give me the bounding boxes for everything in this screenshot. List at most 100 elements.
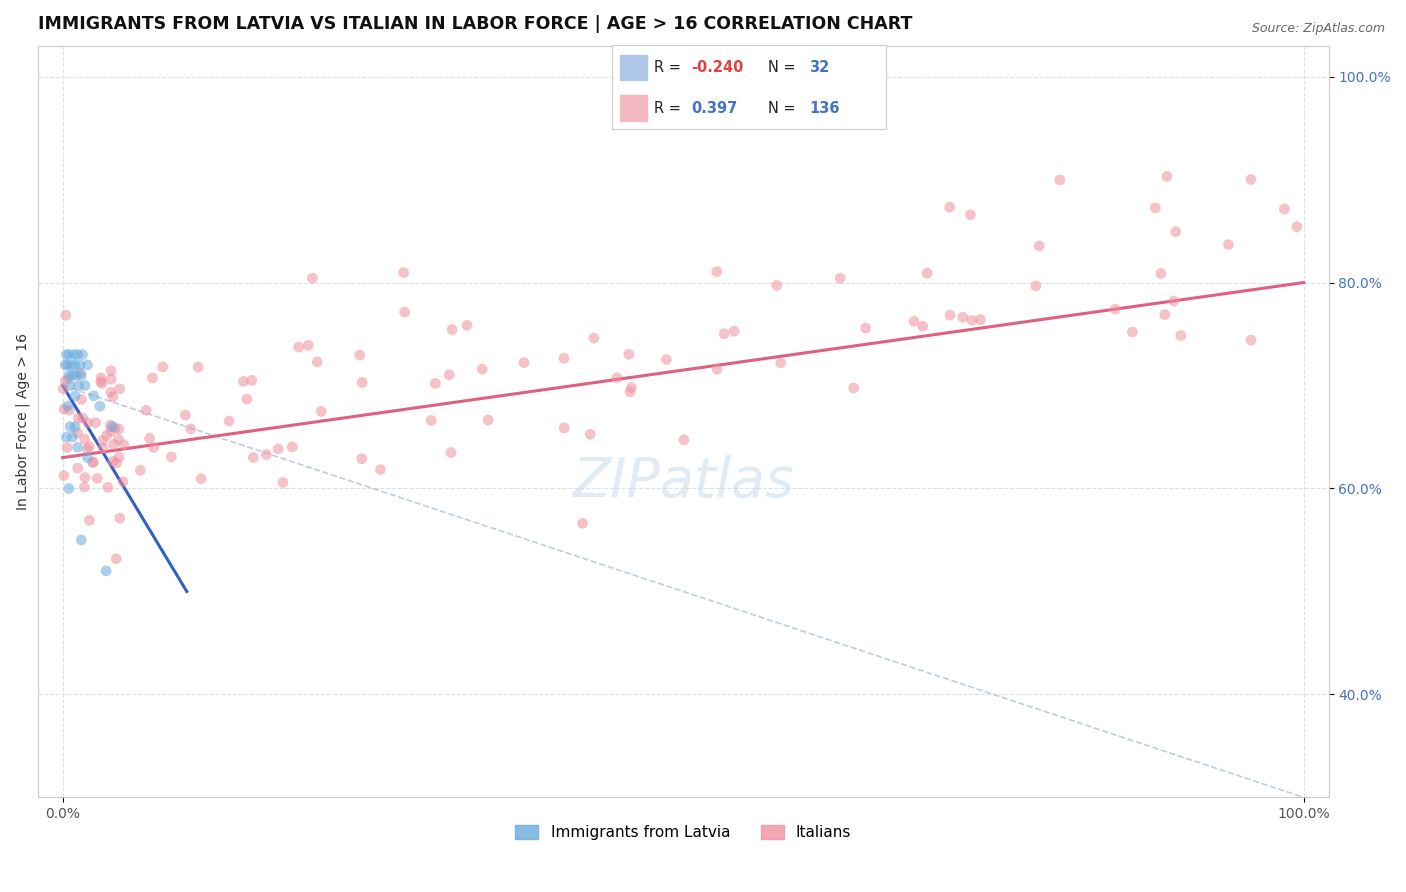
Point (952, 310, 974, 325)
Point (69, 358, 91, 372)
Point (107, 433, 129, 447)
Legend: Immigrants from Latvia, Italians: Immigrants from Latvia, Italians (509, 819, 858, 847)
Point (1170, 328, 1192, 343)
Point (911, 319, 934, 334)
Point (58, 372, 80, 386)
Point (842, 381, 865, 395)
Point (1240, 333, 1263, 347)
Point (91, 376, 114, 391)
Text: Source: ZipAtlas.com: Source: ZipAtlas.com (1251, 22, 1385, 36)
Point (938, 200, 960, 214)
Point (101, 390, 124, 404)
Point (441, 322, 464, 336)
Point (135, 403, 157, 417)
Point (141, 371, 163, 385)
Point (108, 511, 131, 525)
Point (1104, 302, 1126, 317)
Point (152, 359, 174, 374)
Point (440, 445, 463, 459)
Point (420, 413, 443, 427)
Point (73, 470, 96, 484)
Point (959, 208, 981, 222)
Point (349, 348, 371, 362)
Point (73, 378, 96, 392)
Point (67, 411, 90, 425)
Point (66, 461, 89, 475)
Point (70, 533, 93, 547)
Point (915, 266, 938, 280)
Point (90, 371, 112, 385)
Point (370, 462, 392, 476)
Text: 136: 136 (808, 101, 839, 116)
Point (70, 392, 93, 407)
Point (76, 358, 98, 372)
Point (1150, 267, 1173, 281)
Point (101, 419, 124, 434)
Point (232, 375, 254, 389)
Point (62, 368, 84, 383)
Point (76, 450, 98, 465)
Point (89, 399, 111, 413)
Text: 0.397: 0.397 (692, 101, 737, 116)
Point (56, 358, 79, 372)
Point (62, 430, 84, 444)
Point (96, 428, 118, 442)
Point (830, 271, 852, 285)
Point (180, 422, 202, 436)
Point (301, 271, 323, 285)
Point (100, 372, 122, 386)
Point (65, 368, 87, 383)
Point (70, 368, 93, 383)
Point (190, 472, 212, 486)
Point (63, 358, 86, 372)
Point (240, 373, 263, 387)
Point (606, 370, 628, 384)
Point (769, 356, 792, 370)
Point (439, 368, 461, 382)
Point (1028, 239, 1050, 253)
Point (79, 513, 101, 527)
Point (69, 366, 91, 380)
Point (1153, 308, 1175, 322)
Point (53, 358, 76, 372)
Point (297, 338, 319, 352)
Point (617, 347, 640, 361)
Point (72, 348, 94, 362)
Point (59, 378, 82, 392)
Point (620, 380, 643, 394)
Point (271, 475, 294, 490)
Point (98, 418, 121, 433)
Point (52, 468, 75, 483)
Point (1049, 173, 1071, 187)
Point (254, 448, 277, 462)
Point (242, 450, 264, 465)
Point (287, 340, 309, 354)
Point (91, 434, 114, 448)
Text: 32: 32 (808, 60, 830, 75)
Point (55, 308, 77, 322)
Point (108, 450, 131, 465)
Point (86, 471, 108, 485)
Point (108, 382, 131, 396)
Point (105, 456, 128, 470)
Point (187, 360, 209, 375)
Point (103, 437, 125, 451)
Point (1274, 202, 1296, 216)
Point (655, 352, 678, 367)
Point (63, 389, 86, 403)
Point (108, 422, 131, 436)
Point (425, 376, 447, 391)
Point (513, 356, 536, 370)
Point (90, 375, 112, 389)
Text: N =: N = (768, 60, 800, 75)
Point (58, 348, 80, 362)
Bar (620, 95, 647, 120)
Point (67, 378, 90, 392)
Point (903, 314, 925, 328)
Point (1144, 201, 1167, 215)
Point (56, 441, 79, 455)
Point (73, 480, 96, 494)
Point (1156, 169, 1178, 184)
Text: R =: R = (654, 60, 686, 75)
Point (138, 431, 160, 445)
